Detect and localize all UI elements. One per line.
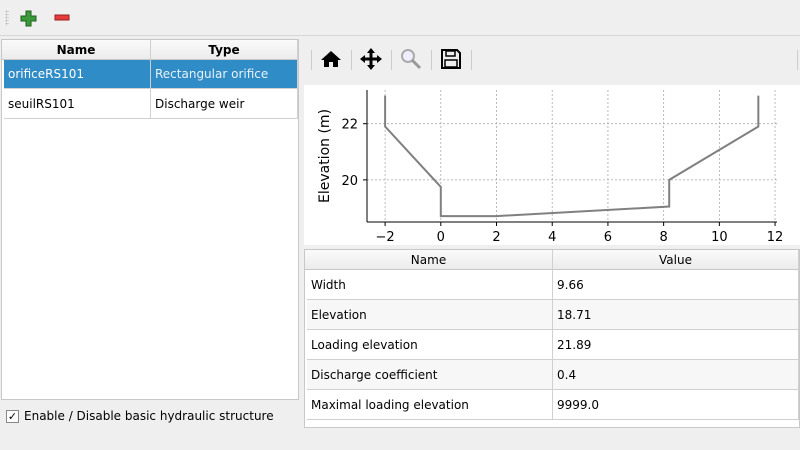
enable-structure-label: Enable / Disable basic hydraulic structu…	[24, 409, 274, 423]
structure-name[interactable]: orificeRS101	[4, 60, 151, 89]
enable-structure-checkbox[interactable]: ✓	[6, 410, 19, 423]
parameter-value[interactable]: 9999.0	[553, 390, 799, 420]
parameter-name: Maximal loading elevation	[307, 390, 553, 420]
elevation-chart: −2 0 2 4 6 8 10 12 20 22 Elevation (m)	[304, 85, 800, 245]
y-tick-label: 22	[341, 118, 358, 133]
structure-type[interactable]: Discharge weir	[151, 89, 298, 119]
parameter-value[interactable]: 18.71	[553, 300, 799, 330]
x-tick-label: −2	[376, 230, 395, 245]
parameter-value[interactable]: 0.4	[553, 360, 799, 390]
pan-icon	[360, 48, 382, 70]
zoom-icon	[401, 49, 422, 70]
y-tick-label: 20	[341, 174, 358, 189]
x-tick-label: 2	[492, 230, 500, 245]
parameter-value[interactable]: 21.89	[553, 330, 799, 360]
home-button[interactable]	[318, 46, 344, 72]
zoom-button[interactable]	[398, 46, 424, 72]
minus-icon	[54, 14, 70, 21]
parameter-name: Loading elevation	[307, 330, 553, 360]
parameter-name: Elevation	[307, 300, 553, 330]
x-tick-label: 4	[548, 230, 556, 245]
remove-structure-button[interactable]	[52, 8, 72, 28]
x-tick-label: 0	[437, 230, 445, 245]
structure-name[interactable]: seuilRS101	[4, 89, 151, 119]
profile-line	[384, 95, 760, 218]
save-button[interactable]	[438, 46, 464, 72]
plus-icon	[20, 10, 37, 27]
x-tick-label: 6	[604, 230, 612, 245]
x-tick-label: 10	[711, 230, 728, 245]
add-structure-button[interactable]	[19, 8, 39, 28]
main-toolbar	[0, 0, 800, 36]
y-axis-label: Elevation (m)	[317, 109, 333, 203]
chart-svg: −2 0 2 4 6 8 10 12 20 22 Elevation (m)	[317, 90, 784, 245]
x-tick-label: 8	[659, 230, 667, 245]
x-tick-label: 12	[767, 230, 784, 245]
save-icon	[441, 49, 461, 69]
pan-button[interactable]	[358, 46, 384, 72]
structure-type[interactable]: Rectangular orifice	[151, 60, 298, 89]
home-icon	[321, 51, 341, 67]
parameter-name: Discharge coefficient	[307, 360, 553, 390]
column-header-name[interactable]: Name	[305, 250, 553, 270]
parameter-value[interactable]: 9.66	[553, 270, 799, 300]
column-header-name[interactable]: Name	[2, 40, 151, 60]
column-header-type[interactable]: Type	[151, 40, 298, 60]
plot-toolbar	[304, 42, 800, 78]
parameters-table: Name Value Width 9.66 Elevation 18.71 Loadin…	[304, 249, 800, 428]
structures-table: Name Type orificeRS101 Rectangular orifi…	[1, 39, 299, 400]
toolbar-grip[interactable]	[5, 10, 9, 26]
parameter-name: Width	[307, 270, 553, 300]
column-header-value[interactable]: Value	[553, 250, 799, 270]
